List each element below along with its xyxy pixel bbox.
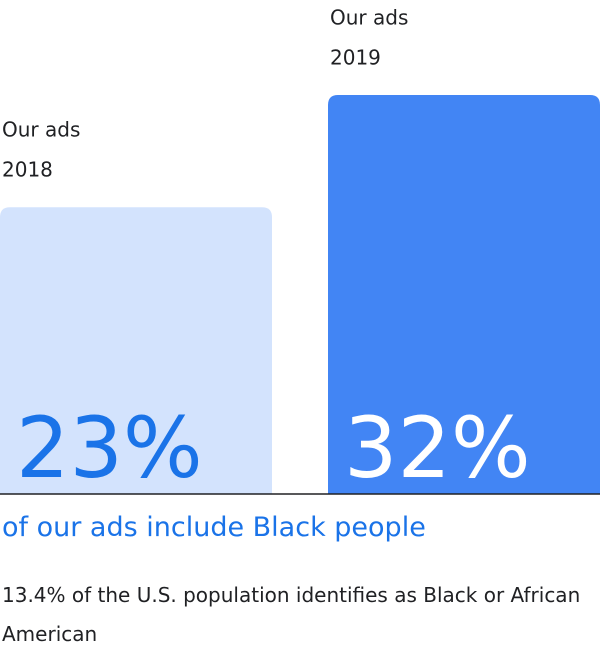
category-label: 2018 — [2, 158, 53, 182]
bar-header: Our ads — [2, 118, 80, 142]
bar — [328, 95, 600, 494]
bar — [0, 207, 272, 494]
chart: Our ads 2018 23% Our ads 2019 32% — [0, 6, 600, 497]
bar-header: Our ads — [330, 6, 408, 30]
value-label: 23% — [16, 399, 203, 497]
category-label: 2019 — [330, 46, 381, 70]
subtitle: of our ads include Black people — [2, 512, 426, 543]
value-label: 32% — [344, 399, 531, 497]
note: 13.4% of the U.S. population identifies … — [2, 583, 581, 646]
